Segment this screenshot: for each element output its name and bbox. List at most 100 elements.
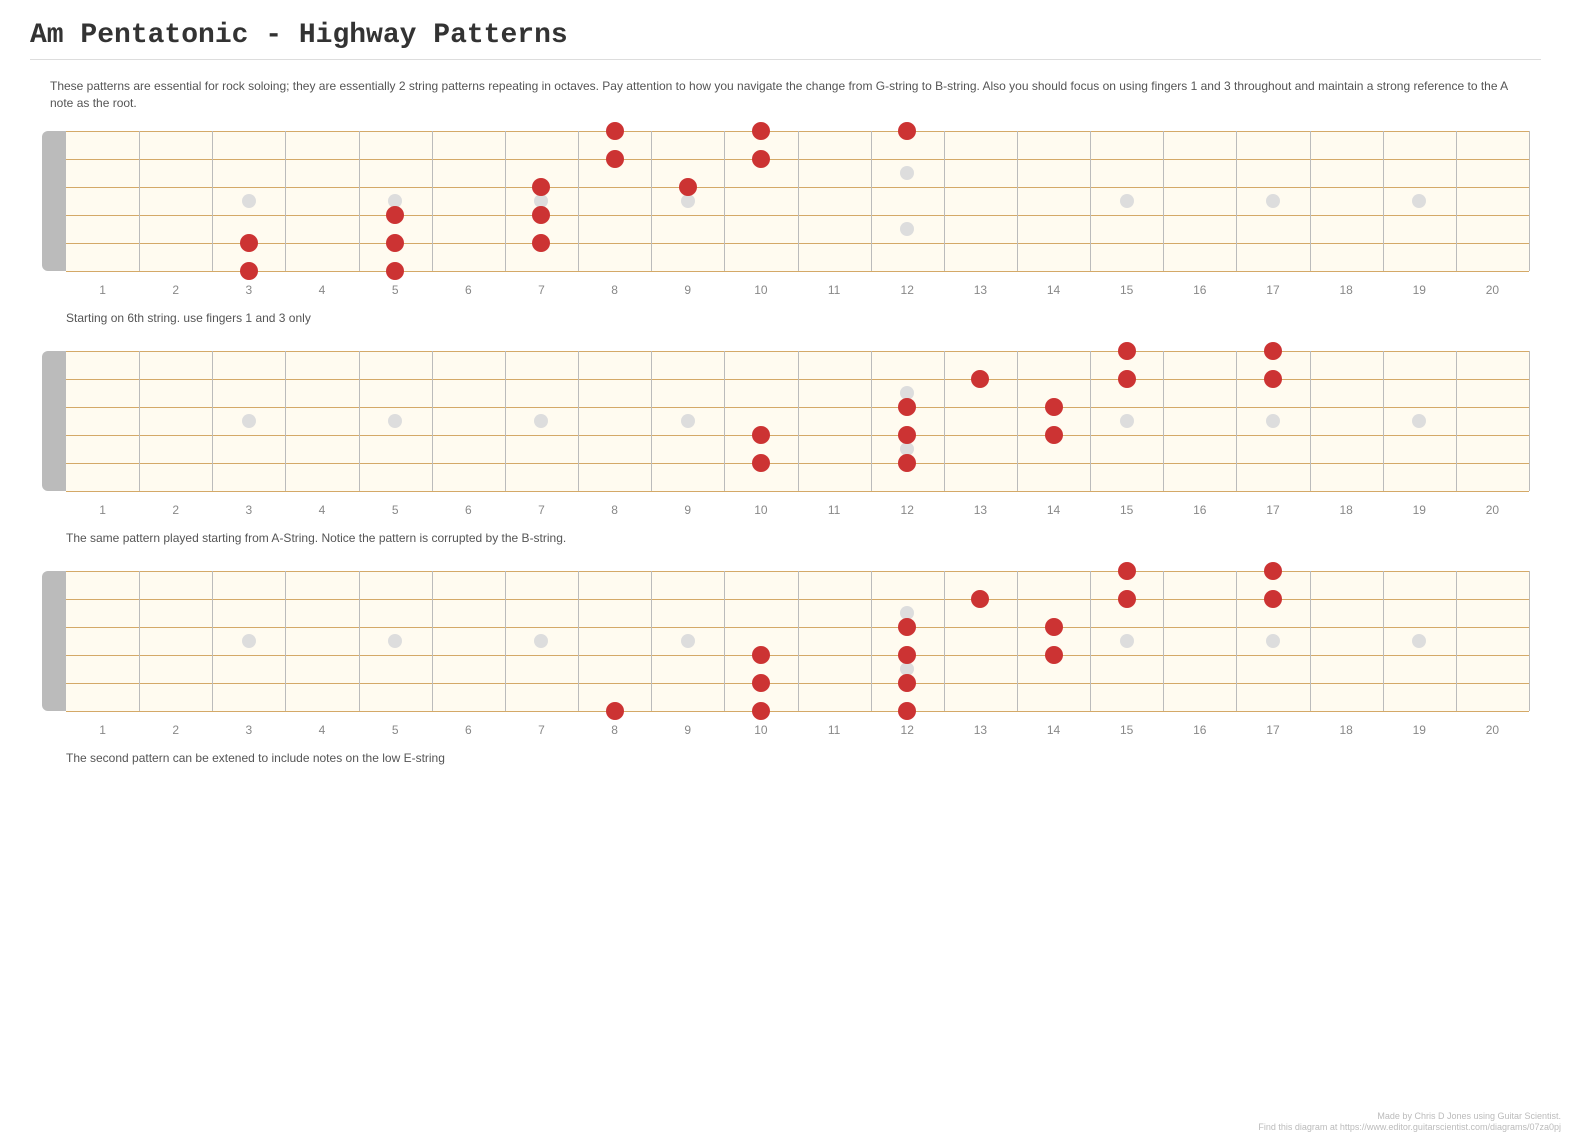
fret-line <box>1529 131 1530 271</box>
fret-number: 17 <box>1266 503 1279 517</box>
inlay-marker <box>1120 414 1134 428</box>
diagrams-container: 1234567891011121314151617181920Starting … <box>30 131 1541 765</box>
fret-number: 12 <box>901 503 914 517</box>
note-marker <box>1118 562 1136 580</box>
note-marker <box>752 122 770 140</box>
note-marker <box>240 234 258 252</box>
fret-number: 16 <box>1193 283 1206 297</box>
note-marker <box>1118 370 1136 388</box>
fret-line <box>651 571 652 711</box>
fret-number: 18 <box>1339 723 1352 737</box>
fret-line <box>871 131 872 271</box>
note-marker <box>752 674 770 692</box>
fret-number: 13 <box>974 283 987 297</box>
note-marker <box>898 398 916 416</box>
fretboard <box>42 571 1529 711</box>
fret-number: 19 <box>1413 283 1426 297</box>
fret-number: 15 <box>1120 503 1133 517</box>
fret-line <box>651 351 652 491</box>
fret-line <box>1017 131 1018 271</box>
inlay-marker <box>242 194 256 208</box>
fret-number: 1 <box>99 723 106 737</box>
fret-number: 6 <box>465 503 472 517</box>
fret-number: 18 <box>1339 503 1352 517</box>
fret-number: 8 <box>611 723 618 737</box>
note-marker <box>606 150 624 168</box>
note-marker <box>532 178 550 196</box>
fret-line <box>432 131 433 271</box>
fret-number: 18 <box>1339 283 1352 297</box>
fret-line <box>285 351 286 491</box>
string-line <box>66 271 1529 272</box>
board <box>66 571 1529 711</box>
inlay-marker <box>681 194 695 208</box>
fret-line <box>1383 351 1384 491</box>
fret-number: 16 <box>1193 723 1206 737</box>
string-line <box>66 491 1529 492</box>
fret-number: 8 <box>611 283 618 297</box>
fretboard <box>42 351 1529 491</box>
note-marker <box>1045 398 1063 416</box>
note-marker <box>898 646 916 664</box>
string-line <box>66 711 1529 712</box>
fret-line <box>1310 571 1311 711</box>
fretboard-block: 1234567891011121314151617181920The same … <box>30 351 1541 545</box>
fret-line <box>1017 351 1018 491</box>
board <box>66 351 1529 491</box>
note-marker <box>898 454 916 472</box>
fret-line <box>505 131 506 271</box>
fret-numbers: 1234567891011121314151617181920 <box>66 719 1529 741</box>
fret-line <box>1456 351 1457 491</box>
fret-line <box>1163 571 1164 711</box>
nut <box>42 351 66 491</box>
fret-line <box>505 571 506 711</box>
fret-number: 11 <box>828 503 840 517</box>
note-marker <box>606 702 624 720</box>
inlay-marker <box>388 634 402 648</box>
inlay-marker <box>1412 414 1426 428</box>
note-marker <box>898 618 916 636</box>
fret-number: 7 <box>538 283 545 297</box>
fret-number: 19 <box>1413 723 1426 737</box>
fret-number: 16 <box>1193 503 1206 517</box>
fret-number: 17 <box>1266 723 1279 737</box>
note-marker <box>1045 618 1063 636</box>
fret-line <box>724 131 725 271</box>
inlay-marker <box>1266 194 1280 208</box>
fret-line <box>724 571 725 711</box>
note-marker <box>1264 562 1282 580</box>
fret-line <box>359 351 360 491</box>
fret-line <box>432 351 433 491</box>
footer-credits: Made by Chris D Jones using Guitar Scien… <box>1258 1111 1561 1134</box>
fret-line <box>1236 351 1237 491</box>
fret-number: 20 <box>1486 723 1499 737</box>
inlay-marker <box>1120 194 1134 208</box>
fretboard-block: 1234567891011121314151617181920Starting … <box>30 131 1541 325</box>
fret-number: 10 <box>754 723 767 737</box>
fret-number: 3 <box>246 723 253 737</box>
fret-line <box>285 131 286 271</box>
fret-number: 3 <box>246 503 253 517</box>
fret-line <box>1163 351 1164 491</box>
fret-number: 14 <box>1047 503 1060 517</box>
fret-line <box>212 131 213 271</box>
fret-line <box>944 131 945 271</box>
fret-number: 13 <box>974 503 987 517</box>
note-marker <box>679 178 697 196</box>
note-marker <box>898 674 916 692</box>
note-marker <box>386 206 404 224</box>
nut <box>42 131 66 271</box>
note-marker <box>752 454 770 472</box>
fret-number: 9 <box>684 503 691 517</box>
fret-line <box>724 351 725 491</box>
inlay-marker <box>1120 634 1134 648</box>
note-marker <box>240 262 258 280</box>
fret-number: 9 <box>684 723 691 737</box>
fret-number: 12 <box>901 723 914 737</box>
fret-line <box>212 571 213 711</box>
inlay-marker <box>900 166 914 180</box>
inlay-marker <box>534 634 548 648</box>
note-marker <box>898 122 916 140</box>
diagram-caption: Starting on 6th string. use fingers 1 an… <box>66 311 1521 325</box>
fret-number: 9 <box>684 283 691 297</box>
